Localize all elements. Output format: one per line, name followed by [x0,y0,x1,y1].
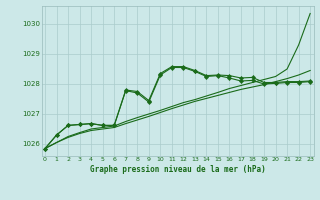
X-axis label: Graphe pression niveau de la mer (hPa): Graphe pression niveau de la mer (hPa) [90,165,266,174]
